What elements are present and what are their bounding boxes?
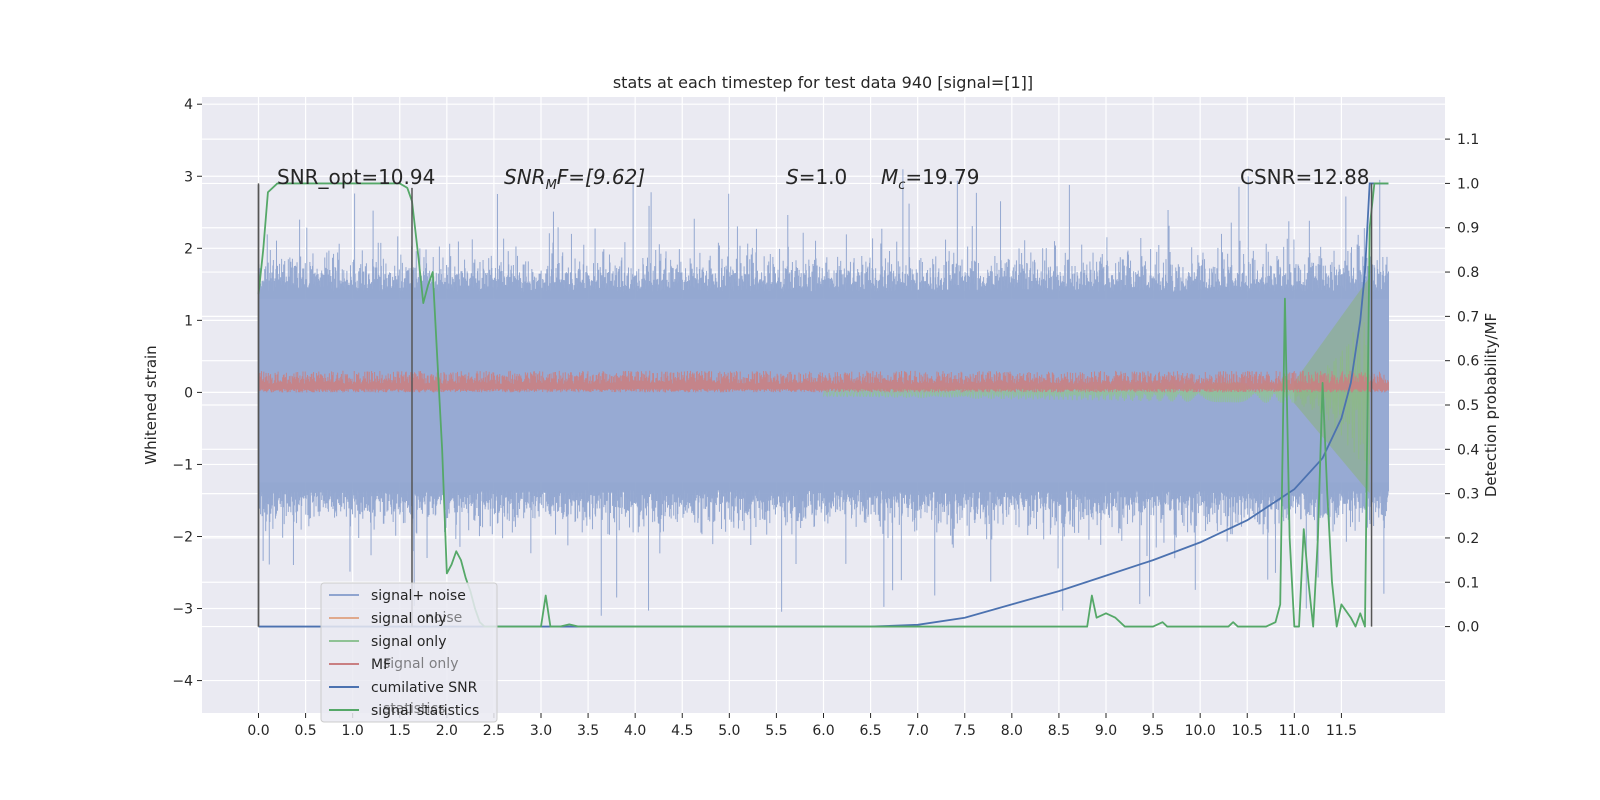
x-tick-label: 11.5 <box>1326 723 1357 739</box>
y2-tick-label: 0.5 <box>1457 398 1479 414</box>
annotation-snr-mf-sub: M <box>546 178 557 193</box>
legend-label: signal only <box>371 611 446 627</box>
annotation-mc: Mc=19.79 <box>881 165 979 193</box>
x-tick-label: 3.0 <box>530 723 552 739</box>
x-tick-label: 1.0 <box>342 723 364 739</box>
chart-title: stats at each timestep for test data 940… <box>613 73 1033 92</box>
annotation-csnr: CSNR=12.88 <box>1240 165 1370 189</box>
y2-axis-label: Detection probability/MF <box>1482 313 1500 497</box>
x-tick-label: 0.0 <box>247 723 269 739</box>
x-tick-label: 0.5 <box>294 723 316 739</box>
legend-box <box>320 582 498 723</box>
series-cumulative-snr <box>258 182 1389 628</box>
x-tick-label: 4.5 <box>671 723 693 739</box>
x-tick-label: 1.5 <box>389 723 411 739</box>
annotation-s-value: =1.0 <box>799 165 848 189</box>
vertical-markers <box>257 183 1373 627</box>
legend-label: signal statistics <box>371 703 479 719</box>
plot-data <box>257 169 1389 628</box>
y2-tick-label: 0.6 <box>1457 354 1479 370</box>
y-axis-ticks: −4 −3 −2 −1 0 1 2 3 4 <box>172 97 202 690</box>
annotation-snr-opt: SNR_opt=10.94 <box>277 165 435 189</box>
annotation-snr-mf-base: SNR <box>504 165 546 189</box>
annotation-snr-mf-f: F=[9.62] <box>557 165 645 189</box>
annotations: SNR_opt=10.94 SNRMF=[9.62] S=1.0 Mc=19.7… <box>277 165 1370 193</box>
x-axis-ticks: 0.0 0.5 1.0 1.5 2.0 2.5 3.0 3.5 4.0 4.5 5.0 5.5 6.0 6… <box>247 713 1357 739</box>
y-tick-label: 1 <box>184 313 193 329</box>
x-tick-label: 10.5 <box>1232 723 1263 739</box>
y2-tick-label: 1.0 <box>1457 176 1479 192</box>
legend-label: MF <box>371 657 391 673</box>
x-tick-label: 6.5 <box>859 723 881 739</box>
y2-tick-label: 0.1 <box>1457 575 1479 591</box>
y-tick-label: 3 <box>184 169 193 185</box>
y-tick-label: 4 <box>184 97 193 113</box>
annotation-s: S=1.0 <box>786 165 847 189</box>
x-tick-label: 11.0 <box>1279 723 1310 739</box>
y-axis-label: Whitened strain <box>142 345 160 464</box>
x-tick-label: 3.5 <box>577 723 599 739</box>
x-tick-label: 4.0 <box>624 723 646 739</box>
y-tick-label: 0 <box>184 385 193 401</box>
annotation-s-label: S <box>786 165 799 189</box>
y2-axis-ticks: 0.0 0.1 0.2 0.3 0.4 0.5 0.6 0.7 0.8 0.9 1.0 1.1 <box>1445 132 1479 636</box>
y-tick-label: −2 <box>172 529 193 545</box>
legend-ghost-label: noise <box>425 610 462 626</box>
y-tick-label: −4 <box>172 674 193 690</box>
x-tick-label: 2.5 <box>483 723 505 739</box>
x-tick-label: 10.0 <box>1185 723 1216 739</box>
y2-tick-label: 0.9 <box>1457 221 1479 237</box>
annotation-snr-mf: SNRMF=[9.62] <box>504 165 645 193</box>
legend-label: cumilative SNR <box>371 680 478 696</box>
legend-label: signal only <box>371 634 446 650</box>
x-tick-label: 2.0 <box>436 723 458 739</box>
x-tick-label: 9.0 <box>1095 723 1117 739</box>
annotation-mc-value: =19.79 <box>905 165 979 189</box>
annotation-mc-sub: c <box>898 178 905 193</box>
series-signal-only <box>822 322 1371 465</box>
x-tick-label: 7.0 <box>907 723 929 739</box>
y2-tick-label: 0.7 <box>1457 309 1479 325</box>
legend-ghost-label: signal only <box>383 656 458 672</box>
y2-tick-label: 1.1 <box>1457 132 1479 148</box>
annotation-mc-label: M <box>881 165 898 189</box>
y2-tick-label: 0.8 <box>1457 265 1479 281</box>
y2-tick-label: 0.4 <box>1457 442 1479 458</box>
y-tick-label: 2 <box>184 241 193 257</box>
x-tick-label: 7.5 <box>954 723 976 739</box>
x-tick-label: 5.0 <box>718 723 740 739</box>
legend-ghost-label: statistics <box>383 701 445 717</box>
x-tick-label: 9.5 <box>1142 723 1164 739</box>
y-tick-label: −3 <box>172 602 193 618</box>
x-tick-label: 5.5 <box>765 723 787 739</box>
y2-tick-label: 0.0 <box>1457 620 1479 636</box>
x-tick-label: 8.0 <box>1001 723 1023 739</box>
legend-label: signal+ noise <box>371 588 466 604</box>
y-tick-label: −1 <box>172 457 193 473</box>
series-signal-statistics <box>257 182 1389 628</box>
x-tick-label: 8.5 <box>1048 723 1070 739</box>
y2-tick-label: 0.2 <box>1457 531 1479 547</box>
y2-tick-label: 0.3 <box>1457 487 1479 503</box>
x-tick-label: 6.0 <box>812 723 834 739</box>
